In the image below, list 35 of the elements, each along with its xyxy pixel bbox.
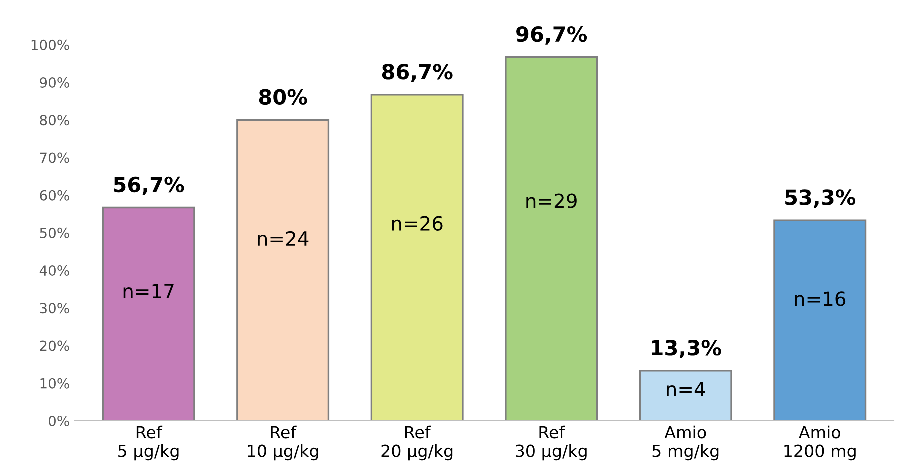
bar xyxy=(370,94,464,421)
x-tick-label: Ref 20 µg/kg xyxy=(382,426,453,461)
annotation: n=16 xyxy=(795,292,846,306)
y-tick-label: 30% xyxy=(40,303,70,314)
bar xyxy=(774,220,867,421)
x-tick-label: Amio 1200 mg xyxy=(784,426,856,461)
annotation: n=4 xyxy=(667,382,706,396)
annotation: n=24 xyxy=(258,231,309,246)
x-tick-label: Ref 10 µg/kg xyxy=(248,426,318,461)
bar xyxy=(639,370,732,421)
annotation: n=29 xyxy=(526,194,577,208)
data-label: 53,3% xyxy=(786,190,856,208)
annotation: n=26 xyxy=(392,216,443,231)
y-tick-label: 20% xyxy=(40,340,70,352)
y-tick-label: 90% xyxy=(40,78,70,88)
y-tick-label: 100% xyxy=(32,40,70,50)
y-tick-label: 70% xyxy=(40,152,70,164)
bar xyxy=(236,119,330,421)
annotation: n=17 xyxy=(124,284,174,298)
y-tick-label: 40% xyxy=(40,266,70,276)
bar xyxy=(505,56,598,421)
x-tick-label: Amio 5 mg/kg xyxy=(652,426,719,461)
bar xyxy=(102,206,196,421)
data-label: 96,7% xyxy=(516,26,588,45)
y-tick-label: 50% xyxy=(40,228,70,238)
x-tick-label: Ref 30 µg/kg xyxy=(516,426,587,461)
data-label: 80% xyxy=(259,89,308,105)
x-tick-label: Ref 5 µg/kg xyxy=(118,426,179,461)
y-tick-label: 60% xyxy=(40,190,70,201)
data-label: 86,7% xyxy=(382,64,453,82)
y-tick-label: 80% xyxy=(40,115,70,126)
y-tick-label: 0% xyxy=(48,416,70,426)
y-tick-label: 10% xyxy=(40,378,70,389)
data-label: 13,3% xyxy=(652,340,722,358)
data-label: 56,7% xyxy=(114,176,184,196)
